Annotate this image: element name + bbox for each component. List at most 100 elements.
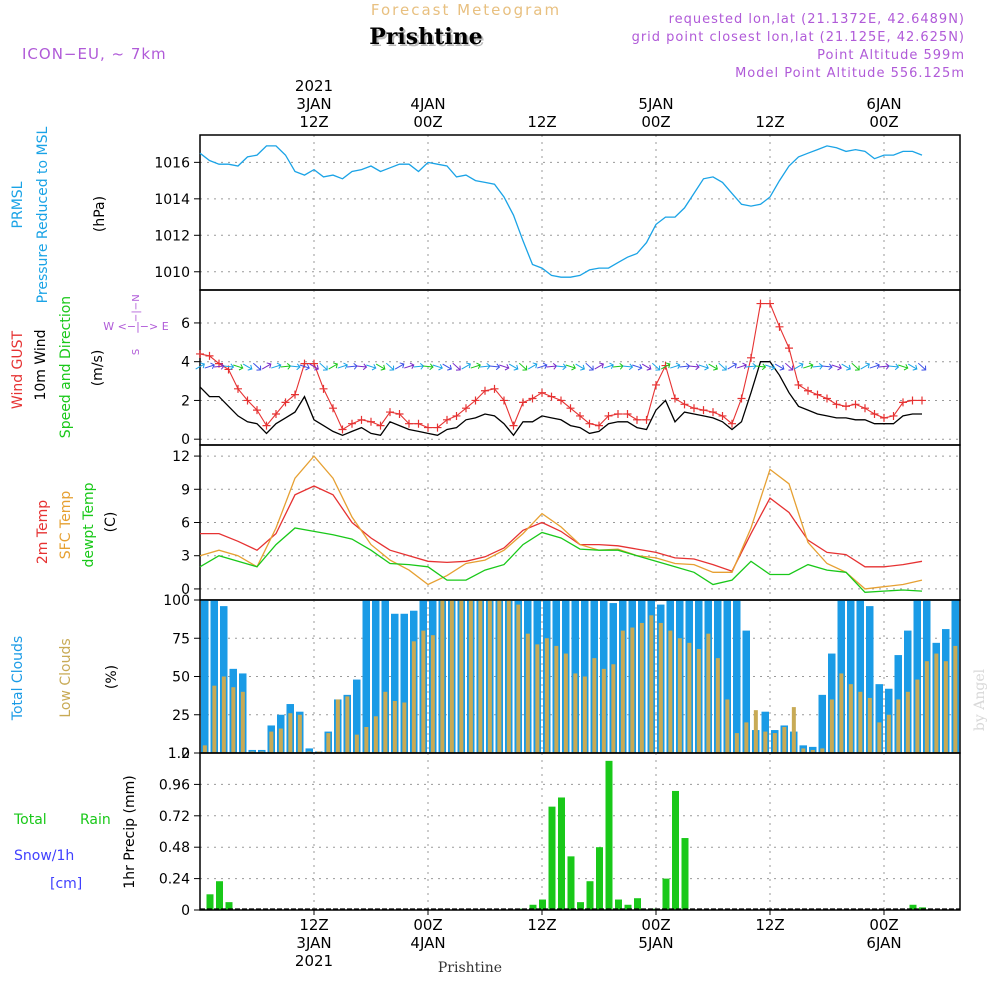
low-clouds-bar [687,642,692,753]
wind-direction-arrow [594,362,604,370]
low-clouds-bar [335,699,340,753]
low-clouds-bar [763,731,768,753]
low-clouds-bar [649,615,654,753]
top-time-label: 00Z [869,113,898,131]
wind-direction-arrow [907,363,918,371]
wind-arrow-shape [632,364,643,371]
wind-gust-marker [357,415,366,424]
wind-gust-marker [775,322,784,331]
wind-gust-marker [642,415,651,424]
low-clouds-bar [886,714,891,753]
low-clouds-bar [867,697,872,753]
wind-arrow-shape [898,364,909,371]
total-clouds-bar [381,600,389,753]
low-clouds-bar [307,751,312,753]
wind-gust-marker [851,400,860,409]
wind-arrow-shape [299,364,310,371]
low-clouds-bar [354,734,359,753]
wind-direction-arrow [404,362,415,369]
low-clouds-bar [725,699,730,753]
low-clouds-bar [392,700,397,753]
low-clouds-bar [715,658,720,753]
wind-direction-arrow [452,362,461,371]
wind-gust-marker [614,410,622,418]
low-clouds-bar [934,653,939,753]
bottom-time-label: 12Z [527,916,556,934]
top-time-label: 12Z [527,113,556,131]
wind-gust-marker [376,421,385,430]
low-clouds-bar [801,748,806,753]
wind-gust-marker [433,423,442,432]
wind-gust-marker [348,419,356,428]
wind-10m-label: 10m Wind [33,329,49,400]
low-clouds-bar [820,748,825,753]
low-clouds-bar [278,728,283,753]
temp-ytick-label: 9 [181,482,190,498]
wind-arrow-shape [718,362,727,371]
low-clouds-bar [943,661,948,753]
low-clouds-bar [202,745,207,753]
precip-bar [624,904,632,910]
bottom-time-label: 00Z [869,916,898,934]
temp-2m-label: 2m Temp [35,500,51,564]
wind-direction-arrow [612,362,624,370]
wind-direction-arrow [565,364,576,371]
low-clouds-bar [364,726,369,753]
wind-arrow-shape [793,362,804,370]
wind-arrow-shape [736,362,747,369]
precip-bar [216,881,223,910]
wind-panel: 0 2 4 6 [181,289,961,448]
wind-gust-marker [823,394,831,403]
total-clouds-bar [733,600,741,753]
wind-direction-arrow [319,362,328,371]
wind-arrow-shape [784,362,794,371]
wind-direction-arrow [546,362,558,370]
total-clouds-bar [305,748,313,753]
wind-direction-arrow [242,363,253,371]
wind-arrow-shape [223,363,235,371]
wind-gust-marker [262,421,271,430]
low-clouds-bar [772,733,777,753]
wind-gust-marker [253,406,261,415]
low-clouds-bar [259,751,264,753]
compass-south: S [131,349,142,355]
wind-arrow-shape [745,362,757,370]
wind-direction-arrow [375,363,386,371]
wind-arrow-shape [499,364,510,371]
precip-bar [529,904,537,910]
low-clouds-bar [630,627,635,753]
wind-arrow-shape [479,362,491,370]
wind-gust-marker [557,396,565,405]
low-clouds-bar [601,668,606,753]
product-title: Forecast Meteogram [371,1,561,19]
wind-gust-marker [585,419,594,428]
wind-direction-arrow [641,363,652,371]
wind-direction-arrow [385,362,395,371]
grid-point: grid point closest lon,lat (21.125E, 42.… [632,30,965,45]
low-clouds-bar [848,684,853,753]
low-clouds-bar [478,600,483,753]
wind-arrow-shape [670,362,681,369]
precip-bar [206,894,214,910]
temp-ytick-label: 6 [181,516,190,532]
low-clouds-bar [525,633,530,753]
wind-gust-marker [424,423,432,432]
wind-direction-arrow [432,364,443,371]
wind-unit: (m/s) [90,350,106,387]
wind-gust-marker [747,353,755,362]
wind-arrow-shape [765,364,776,371]
low-clouds-bar [677,638,682,753]
wind-direction-arrow [289,363,301,371]
low-clouds-bar [953,645,958,753]
precip-bar [634,898,641,910]
precip-snow-unit-label: [cm] [50,876,82,892]
wind-arrow-shape [233,364,244,371]
pressure-panel: 1010 1012 1014 1016 [154,134,961,291]
wind-arrow-shape [546,362,558,370]
temp-dewpt-line [199,527,923,593]
wind-direction-arrow [337,362,348,369]
low-clouds-bar [535,644,540,753]
wind-arrow-shape [679,362,691,370]
bottom-time-label: 00Z [641,916,670,934]
low-clouds-label: Low Clouds [58,638,74,717]
